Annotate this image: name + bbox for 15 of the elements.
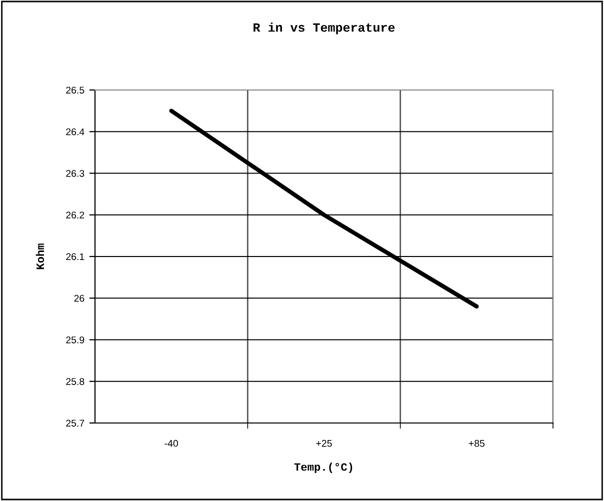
y-tick-label: 26 xyxy=(74,294,84,302)
y-tick-label: 25.7 xyxy=(66,420,84,427)
x-tick-label: +25 xyxy=(316,440,332,447)
x-tick-label: -40 xyxy=(164,440,178,447)
y-tick-label: 26.4 xyxy=(66,128,84,136)
y-axis-title: Kohm xyxy=(36,244,44,270)
chart-title: R in vs Temperature xyxy=(254,22,395,34)
y-tick-label: 25.9 xyxy=(66,336,84,344)
y-tick-label: 26.2 xyxy=(66,212,84,218)
y-tick-label: 26.5 xyxy=(66,86,84,94)
y-tick-label: 25.8 xyxy=(66,378,84,385)
x-tick-label: +85 xyxy=(468,440,485,447)
y-tick-label: 26.3 xyxy=(66,170,84,177)
y-tick-label: 26.1 xyxy=(66,253,84,260)
x-axis-title: Temp.(°C) xyxy=(294,462,352,473)
